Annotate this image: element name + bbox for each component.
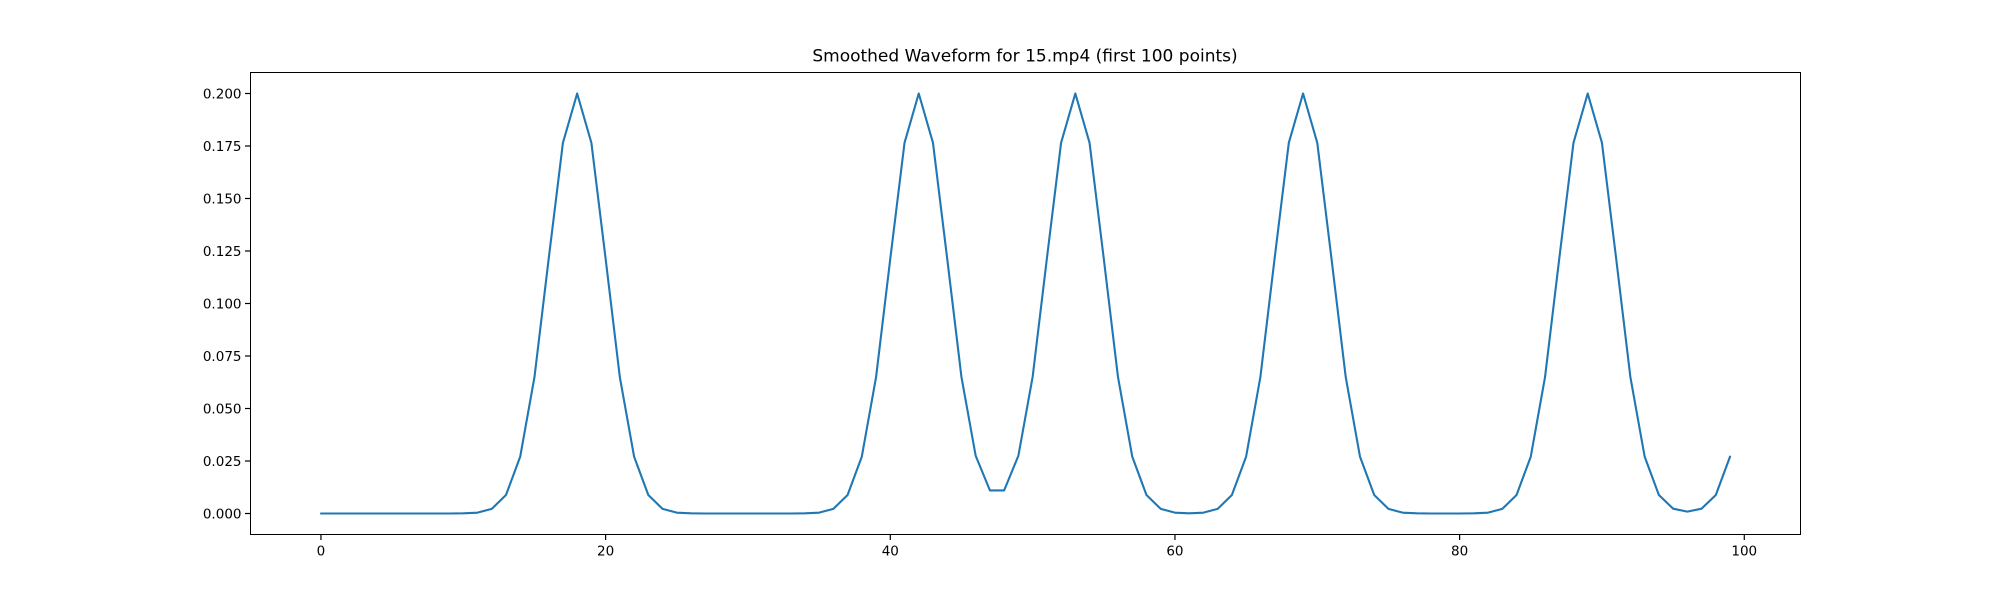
y-tick-label: 0.100 [203, 296, 242, 312]
x-tick-label: 40 [882, 544, 899, 560]
x-tick-label: 20 [597, 544, 614, 560]
x-tick-label: 80 [1451, 544, 1468, 560]
x-tick-label: 0 [317, 544, 326, 560]
y-tick-label: 0.050 [203, 401, 242, 417]
chart-title: Smoothed Waveform for 15.mp4 (first 100 … [812, 47, 1237, 67]
y-tick-label: 0.025 [203, 454, 242, 470]
waveform-line [319, 92, 1732, 515]
y-tick-label: 0.125 [203, 244, 242, 260]
y-tick-label: 0.175 [203, 139, 242, 155]
y-tick-label: 0.150 [203, 191, 242, 207]
x-tick-label: 60 [1166, 544, 1183, 560]
y-tick-label: 0.075 [203, 349, 242, 365]
x-tick-label: 100 [1731, 544, 1757, 560]
plot-border [250, 72, 1801, 535]
y-tick-label: 0.200 [203, 86, 242, 102]
y-tick-label: 0.000 [203, 506, 242, 522]
